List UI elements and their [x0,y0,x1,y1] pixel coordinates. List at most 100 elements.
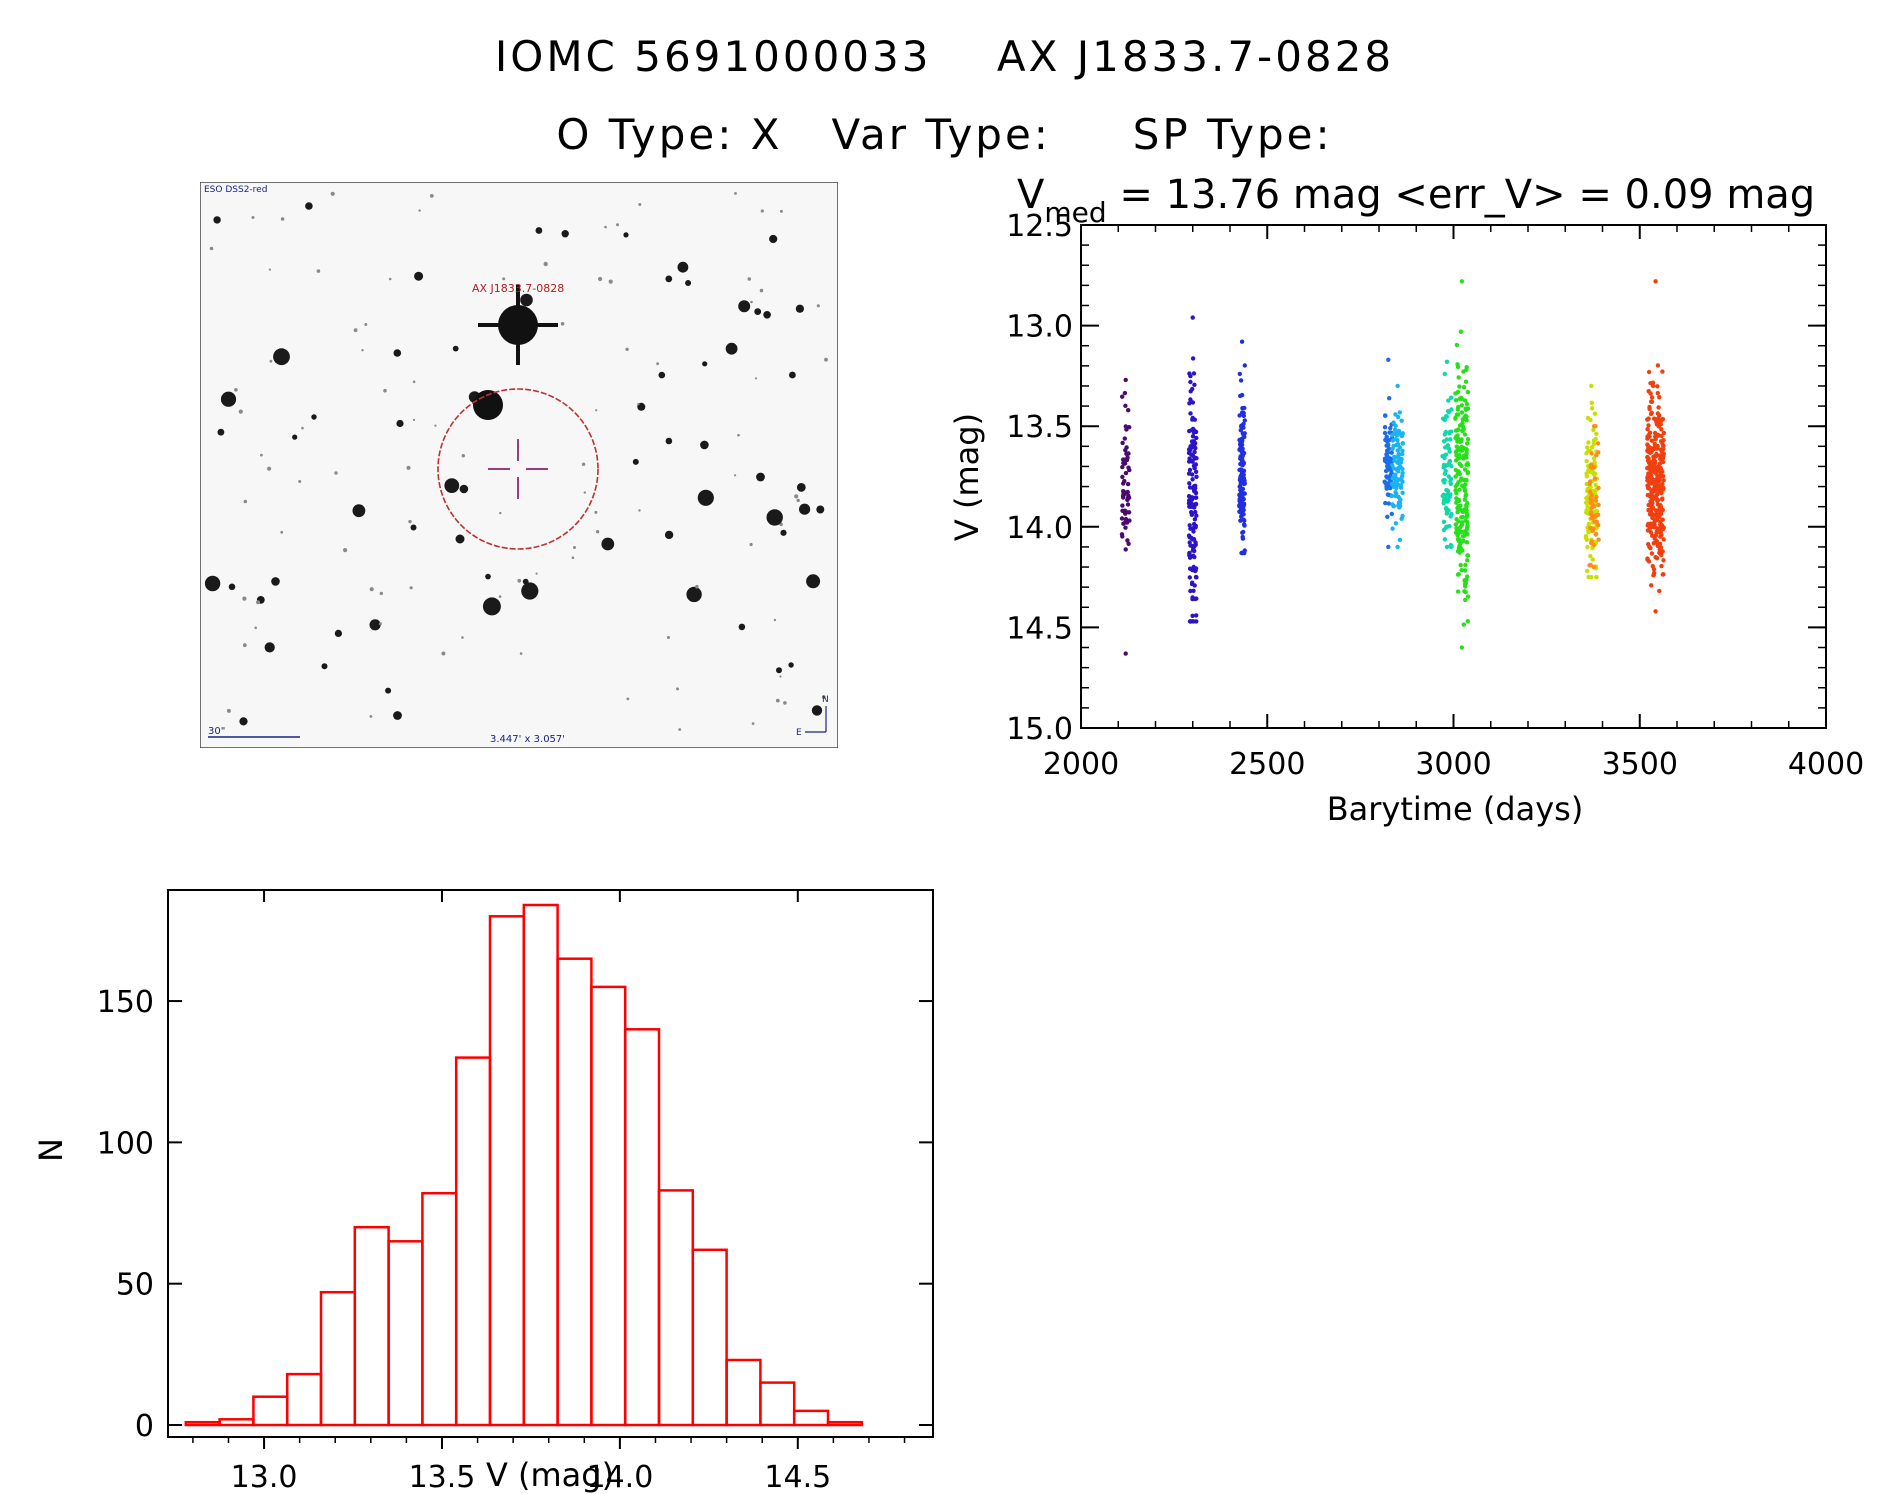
lc-point [1648,546,1653,551]
star [502,277,506,281]
page-title: IOMC 5691000033 AX J1833.7-0828 [494,32,1395,81]
lc-point [1650,564,1656,569]
lc-point [1389,511,1395,517]
hist-bar [353,1225,390,1427]
star [799,503,811,515]
lc-point [1660,369,1665,374]
star [773,618,777,622]
star [385,687,392,694]
lc-point [1660,572,1666,577]
lc-point [1446,474,1452,479]
lc-point [1656,405,1661,410]
lc-point [1382,430,1388,436]
lc-point [1242,405,1247,411]
lc-point [1587,489,1593,494]
hist-xtick-label: 13.0 [231,1460,298,1494]
lc-point [1190,434,1196,439]
lc-point [1465,594,1471,599]
lc-point [1399,516,1404,521]
lc-point [1461,622,1467,627]
lc-point [1188,389,1193,394]
star [779,675,782,678]
lc-point [1240,530,1245,535]
star [695,584,699,589]
star [369,619,381,631]
lc-point [1390,476,1395,481]
lc-point [1649,491,1654,496]
lc-point [1122,457,1127,462]
lc-point [1649,399,1654,404]
lc-point [1648,470,1653,476]
histogram-chart: 13.0 13.5 14.0 14.5 0 50 100 150 V (mag) N [32,889,934,1494]
lc-point [1657,522,1663,527]
lc-point [1124,451,1129,456]
lc-point [1655,541,1660,546]
lc-point [1127,518,1132,523]
lc-point [1653,279,1658,284]
lc-point [1656,416,1661,421]
lc-point [1194,619,1199,624]
lc-point [1661,446,1666,452]
star [749,542,753,547]
lc-point [1389,450,1394,455]
star [626,697,630,701]
lc-point [1187,566,1193,571]
star [498,595,502,598]
lc-point [1463,379,1469,384]
compass-east-label: E [796,728,802,738]
lc-point [1399,418,1404,423]
star [378,622,382,626]
lc-point [1465,553,1470,558]
star [702,361,708,367]
star [316,269,321,273]
lc-point [1396,469,1401,474]
lc-point [1190,472,1195,477]
lc-point [1444,359,1450,365]
lc-point [1463,597,1468,603]
lc-point [1238,440,1243,445]
lc-point [1650,533,1655,538]
lc-point [1397,410,1403,415]
lc-point [1386,442,1391,448]
star [816,304,820,308]
lc-point [1242,523,1247,528]
lc-point [1454,437,1460,442]
lc-point [1646,423,1651,428]
lc-point [1193,486,1198,491]
lc-point [1194,456,1199,461]
lc-point [1660,487,1666,492]
star [461,636,464,639]
star [429,194,434,198]
lc-point [1120,440,1125,446]
lc-point [1240,536,1246,541]
star [795,304,805,313]
lc-point [1661,478,1666,483]
lc-point [1388,425,1393,431]
lc-point [1462,568,1468,573]
lc-point [1653,508,1659,513]
hist-ylabel: N [32,1138,70,1162]
lc-point [1448,514,1453,519]
hist-bar [556,957,593,1427]
lc-point [1398,465,1403,470]
star [264,642,275,653]
lc-point [1658,422,1664,427]
lc-point [1386,357,1391,363]
lc-point [1591,564,1597,570]
hist-bar [319,1290,357,1427]
lc-point [1457,384,1462,389]
star [543,261,548,267]
lc-point [1589,445,1595,450]
star [461,454,465,458]
lc-point [1187,575,1193,580]
lc-point [1653,609,1658,614]
lc-point [1456,375,1461,380]
star [776,667,782,674]
star [697,489,714,506]
lc-point [1655,411,1661,416]
lc-point [1120,508,1125,513]
lc-point [1596,537,1601,542]
star [811,705,823,716]
star [760,209,764,213]
lc-point [1646,559,1652,564]
